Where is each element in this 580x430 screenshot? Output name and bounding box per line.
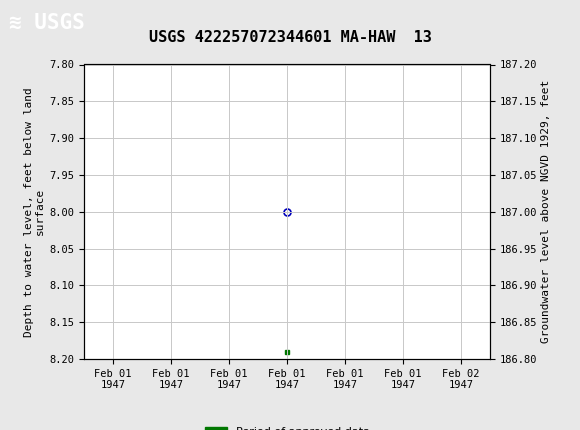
Text: USGS 422257072344601 MA-HAW  13: USGS 422257072344601 MA-HAW 13 xyxy=(148,30,432,45)
Legend: Period of approved data: Period of approved data xyxy=(200,423,374,430)
Y-axis label: Groundwater level above NGVD 1929, feet: Groundwater level above NGVD 1929, feet xyxy=(542,80,552,344)
Y-axis label: Depth to water level, feet below land
surface: Depth to water level, feet below land su… xyxy=(24,87,45,337)
Text: ≋ USGS: ≋ USGS xyxy=(9,12,85,33)
